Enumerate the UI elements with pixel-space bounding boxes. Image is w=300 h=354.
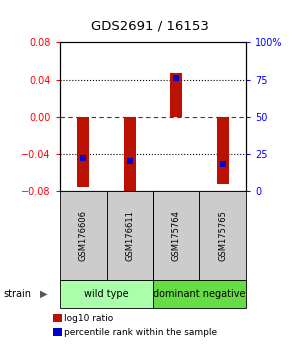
Bar [200, 191, 246, 280]
Bar [60, 191, 106, 280]
Bar [124, 117, 136, 193]
Text: GDS2691 / 16153: GDS2691 / 16153 [91, 19, 209, 33]
Text: strain: strain [3, 289, 31, 299]
Bar [170, 73, 182, 117]
Bar [153, 280, 246, 308]
Text: dominant negative: dominant negative [153, 289, 246, 299]
Text: GSM176611: GSM176611 [125, 210, 134, 261]
Bar [77, 117, 89, 187]
Bar [153, 191, 200, 280]
Bar [217, 117, 229, 184]
Text: GSM175764: GSM175764 [172, 210, 181, 261]
Text: GSM176606: GSM176606 [79, 210, 88, 261]
Text: wild type: wild type [84, 289, 129, 299]
Text: percentile rank within the sample: percentile rank within the sample [64, 327, 218, 337]
Bar [106, 191, 153, 280]
Text: ▶: ▶ [40, 289, 47, 299]
Text: GSM175765: GSM175765 [218, 210, 227, 261]
Bar [60, 280, 153, 308]
Text: log10 ratio: log10 ratio [64, 314, 114, 323]
